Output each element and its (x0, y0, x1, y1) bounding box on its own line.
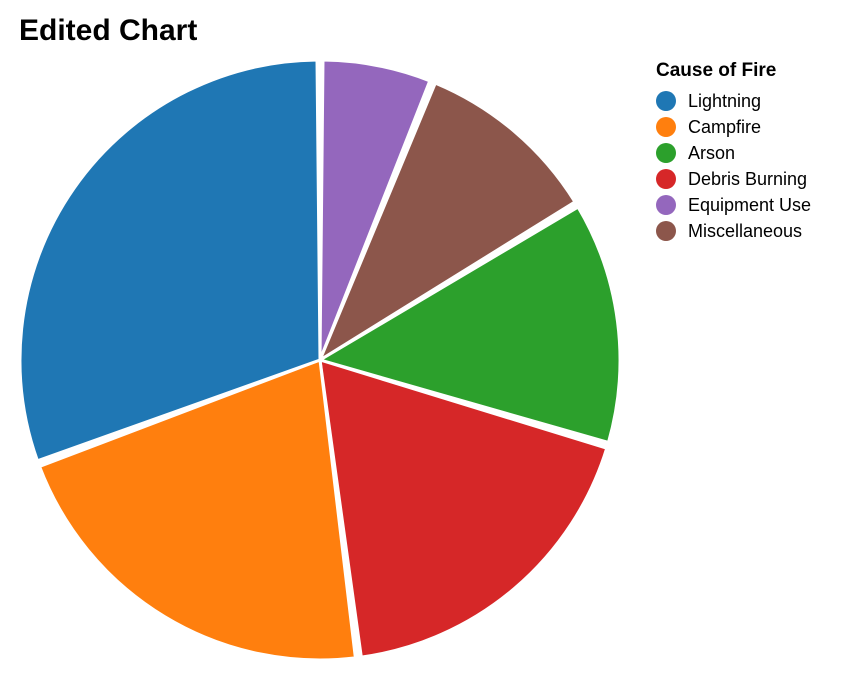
legend-items: Lightning Campfire Arson Debris Burning Equi… (656, 88, 811, 244)
legend-label: Equipment Use (688, 194, 812, 215)
legend-label: Campfire (688, 116, 762, 137)
legend-item-equipment-use: Equipment Use (656, 192, 811, 218)
legend-swatch (656, 117, 676, 137)
legend-item-debris-burning: Debris Burning (656, 166, 811, 192)
pie-slice-campfire (38, 358, 357, 662)
legend-item-miscellaneous: Miscellaneous (656, 218, 811, 244)
pie-slice-equipment-use (318, 58, 432, 362)
legend: Cause of Fire Lightning Campfire Arson Debr… (656, 60, 811, 244)
legend-label: Debris Burning (688, 168, 808, 189)
legend-swatch (656, 143, 676, 163)
legend-swatch (656, 221, 676, 241)
legend-label: Miscellaneous (688, 220, 803, 241)
pie-slice-debris-burning (318, 358, 609, 659)
chart-title: Edited Chart (19, 14, 198, 47)
pie-slice-lightning (18, 58, 322, 463)
legend-label: Arson (688, 142, 736, 163)
legend-swatch (656, 195, 676, 215)
legend-title: Cause of Fire (656, 60, 777, 81)
legend-swatch (656, 91, 676, 111)
pie-slice-arson (318, 205, 622, 444)
legend-item-campfire: Campfire (656, 114, 811, 140)
legend-item-lightning: Lightning (656, 88, 811, 114)
pie-slice-miscellaneous (318, 81, 577, 362)
legend-label: Lightning (688, 90, 762, 111)
legend-item-arson: Arson (656, 140, 811, 166)
legend-swatch (656, 169, 676, 189)
